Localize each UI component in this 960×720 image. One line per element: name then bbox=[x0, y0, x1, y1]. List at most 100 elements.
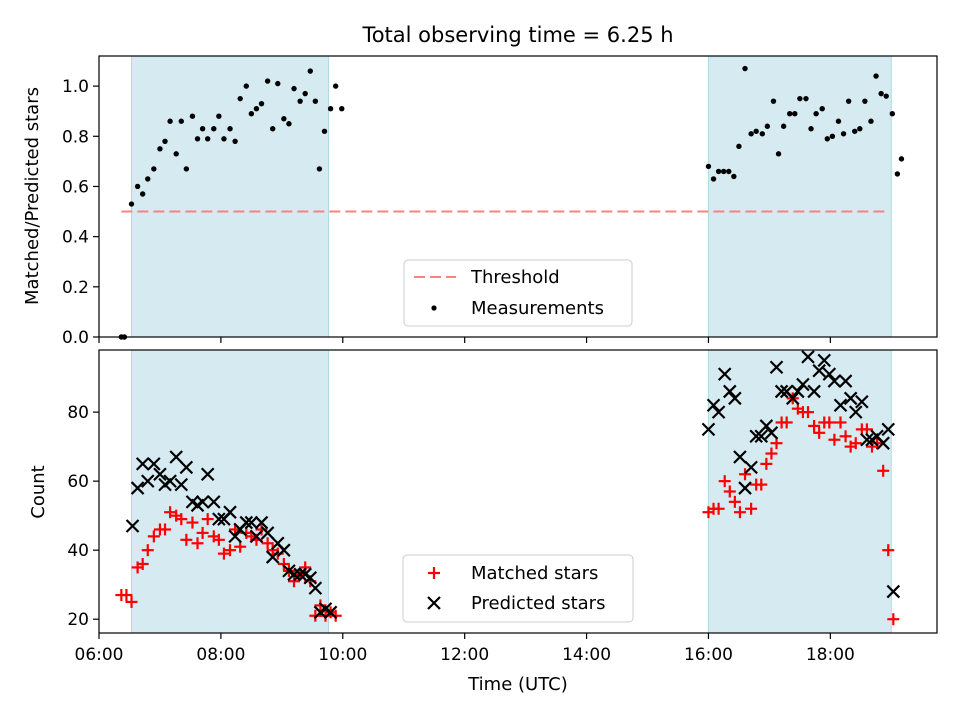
predicted-star-point bbox=[200, 467, 215, 482]
measurement-point bbox=[227, 126, 233, 132]
measurement-point bbox=[813, 111, 819, 117]
x-tick-label: 12:00 bbox=[440, 645, 489, 665]
measurement-point bbox=[873, 73, 879, 79]
measurement-point bbox=[705, 163, 712, 170]
bottom-x-axis-label: Time (UTC) bbox=[467, 674, 568, 695]
predicted-star-point bbox=[265, 550, 280, 564]
predicted-star-point bbox=[855, 394, 869, 409]
predicted-star-point bbox=[738, 481, 752, 495]
matched-star-point bbox=[834, 416, 847, 429]
predicted-star-point bbox=[212, 512, 226, 526]
predicted-star-point bbox=[711, 405, 726, 419]
predicted-star-point bbox=[723, 384, 737, 399]
measurement-point bbox=[221, 136, 227, 142]
predicted-star-point bbox=[293, 567, 307, 582]
measurements-series bbox=[118, 65, 905, 340]
matched-star-point bbox=[136, 557, 149, 570]
measurement-point bbox=[840, 131, 847, 137]
measurement-point bbox=[253, 105, 260, 112]
matched-star-point bbox=[839, 430, 852, 443]
measurement-point bbox=[199, 126, 206, 132]
measurement-point bbox=[780, 123, 787, 129]
top-plot-frame bbox=[98, 55, 938, 338]
measurement-point bbox=[868, 118, 874, 124]
measurement-point bbox=[787, 111, 793, 117]
measurement-point bbox=[764, 123, 771, 129]
matched-star-point bbox=[882, 544, 895, 557]
y-tick-label: 40 bbox=[67, 541, 89, 561]
y-tick-label: 0.0 bbox=[62, 328, 89, 348]
x-tick-label: 18:00 bbox=[806, 645, 855, 665]
legend-threshold-label: Threshold bbox=[470, 267, 560, 288]
measurement-point bbox=[237, 95, 243, 102]
matched-star-point bbox=[314, 599, 327, 612]
top-y-axis: 0.0 0.2 0.4 0.6 0.8 1.0 bbox=[62, 77, 99, 348]
measurement-point bbox=[157, 146, 163, 152]
measurement-point bbox=[862, 98, 868, 104]
x-tick-label: 06:00 bbox=[75, 645, 124, 665]
measurement-point bbox=[243, 83, 249, 89]
matched-star-point bbox=[808, 419, 821, 432]
measurement-point bbox=[194, 136, 201, 142]
measurement-point bbox=[835, 118, 842, 124]
legend-measurements-label: Measurements bbox=[471, 298, 604, 319]
predicted-star-point bbox=[764, 426, 779, 440]
measurement-point bbox=[167, 118, 173, 124]
measurement-point bbox=[151, 166, 157, 172]
matched-star-point bbox=[801, 406, 814, 419]
y-tick-label: 0.6 bbox=[62, 177, 89, 197]
x-tick-label: 08:00 bbox=[196, 645, 245, 665]
predicted-star-point bbox=[239, 515, 254, 530]
shaded-interval-1 bbox=[707, 349, 892, 634]
measurement-point bbox=[742, 65, 748, 72]
predicted-star-point bbox=[701, 422, 716, 437]
predicted-star-point bbox=[843, 391, 858, 406]
predicted-star-point bbox=[860, 432, 874, 447]
measurement-point bbox=[845, 98, 852, 104]
matched-star-point bbox=[196, 526, 209, 539]
measurement-point bbox=[748, 131, 754, 137]
predicted-star-point bbox=[277, 543, 291, 557]
predicted-star-point bbox=[249, 529, 264, 544]
y-tick-label: 0.8 bbox=[62, 127, 89, 147]
matched-star-point bbox=[217, 547, 230, 560]
matched-star-point bbox=[718, 475, 731, 488]
measurement-point bbox=[173, 151, 179, 157]
matched-star-point bbox=[125, 595, 138, 608]
predicted-star-point bbox=[207, 495, 221, 509]
predicted-star-point bbox=[125, 519, 140, 533]
measurement-point bbox=[128, 201, 135, 207]
measurement-point bbox=[145, 176, 151, 182]
measurement-point bbox=[770, 98, 777, 104]
predicted-star-point bbox=[308, 581, 323, 595]
measurement-point bbox=[829, 133, 836, 139]
predicted-star-point bbox=[785, 391, 800, 406]
predicted-star-point bbox=[801, 350, 815, 364]
bottom-plot-frame bbox=[98, 349, 938, 634]
matched-star-point bbox=[175, 513, 188, 526]
legend-predicted-swatch bbox=[427, 596, 441, 610]
measurement-point bbox=[178, 118, 184, 124]
predicted-star-point bbox=[130, 481, 145, 495]
measurement-point bbox=[775, 151, 782, 157]
measurement-point bbox=[797, 95, 803, 102]
measurement-point bbox=[753, 128, 759, 134]
predicted-star-point bbox=[754, 429, 769, 444]
measurement-point bbox=[134, 183, 141, 190]
measurement-point bbox=[291, 85, 297, 92]
matched-star-point bbox=[212, 533, 225, 546]
measurement-point bbox=[204, 136, 211, 142]
y-tick-label: 20 bbox=[67, 610, 89, 630]
predicted-star-point bbox=[822, 367, 837, 381]
predicted-star-point bbox=[287, 567, 301, 582]
measurement-point bbox=[894, 171, 901, 177]
matched-star-point bbox=[309, 609, 322, 622]
top-legend: Threshold Measurements bbox=[403, 259, 633, 327]
measurement-point bbox=[264, 78, 271, 84]
y-tick-label: 60 bbox=[67, 472, 89, 492]
matched-star-point bbox=[745, 502, 758, 515]
shaded-interval-0 bbox=[131, 55, 330, 338]
measurement-point bbox=[808, 126, 814, 132]
predicted-star-point bbox=[717, 367, 732, 381]
predicted-star-point bbox=[744, 460, 758, 475]
